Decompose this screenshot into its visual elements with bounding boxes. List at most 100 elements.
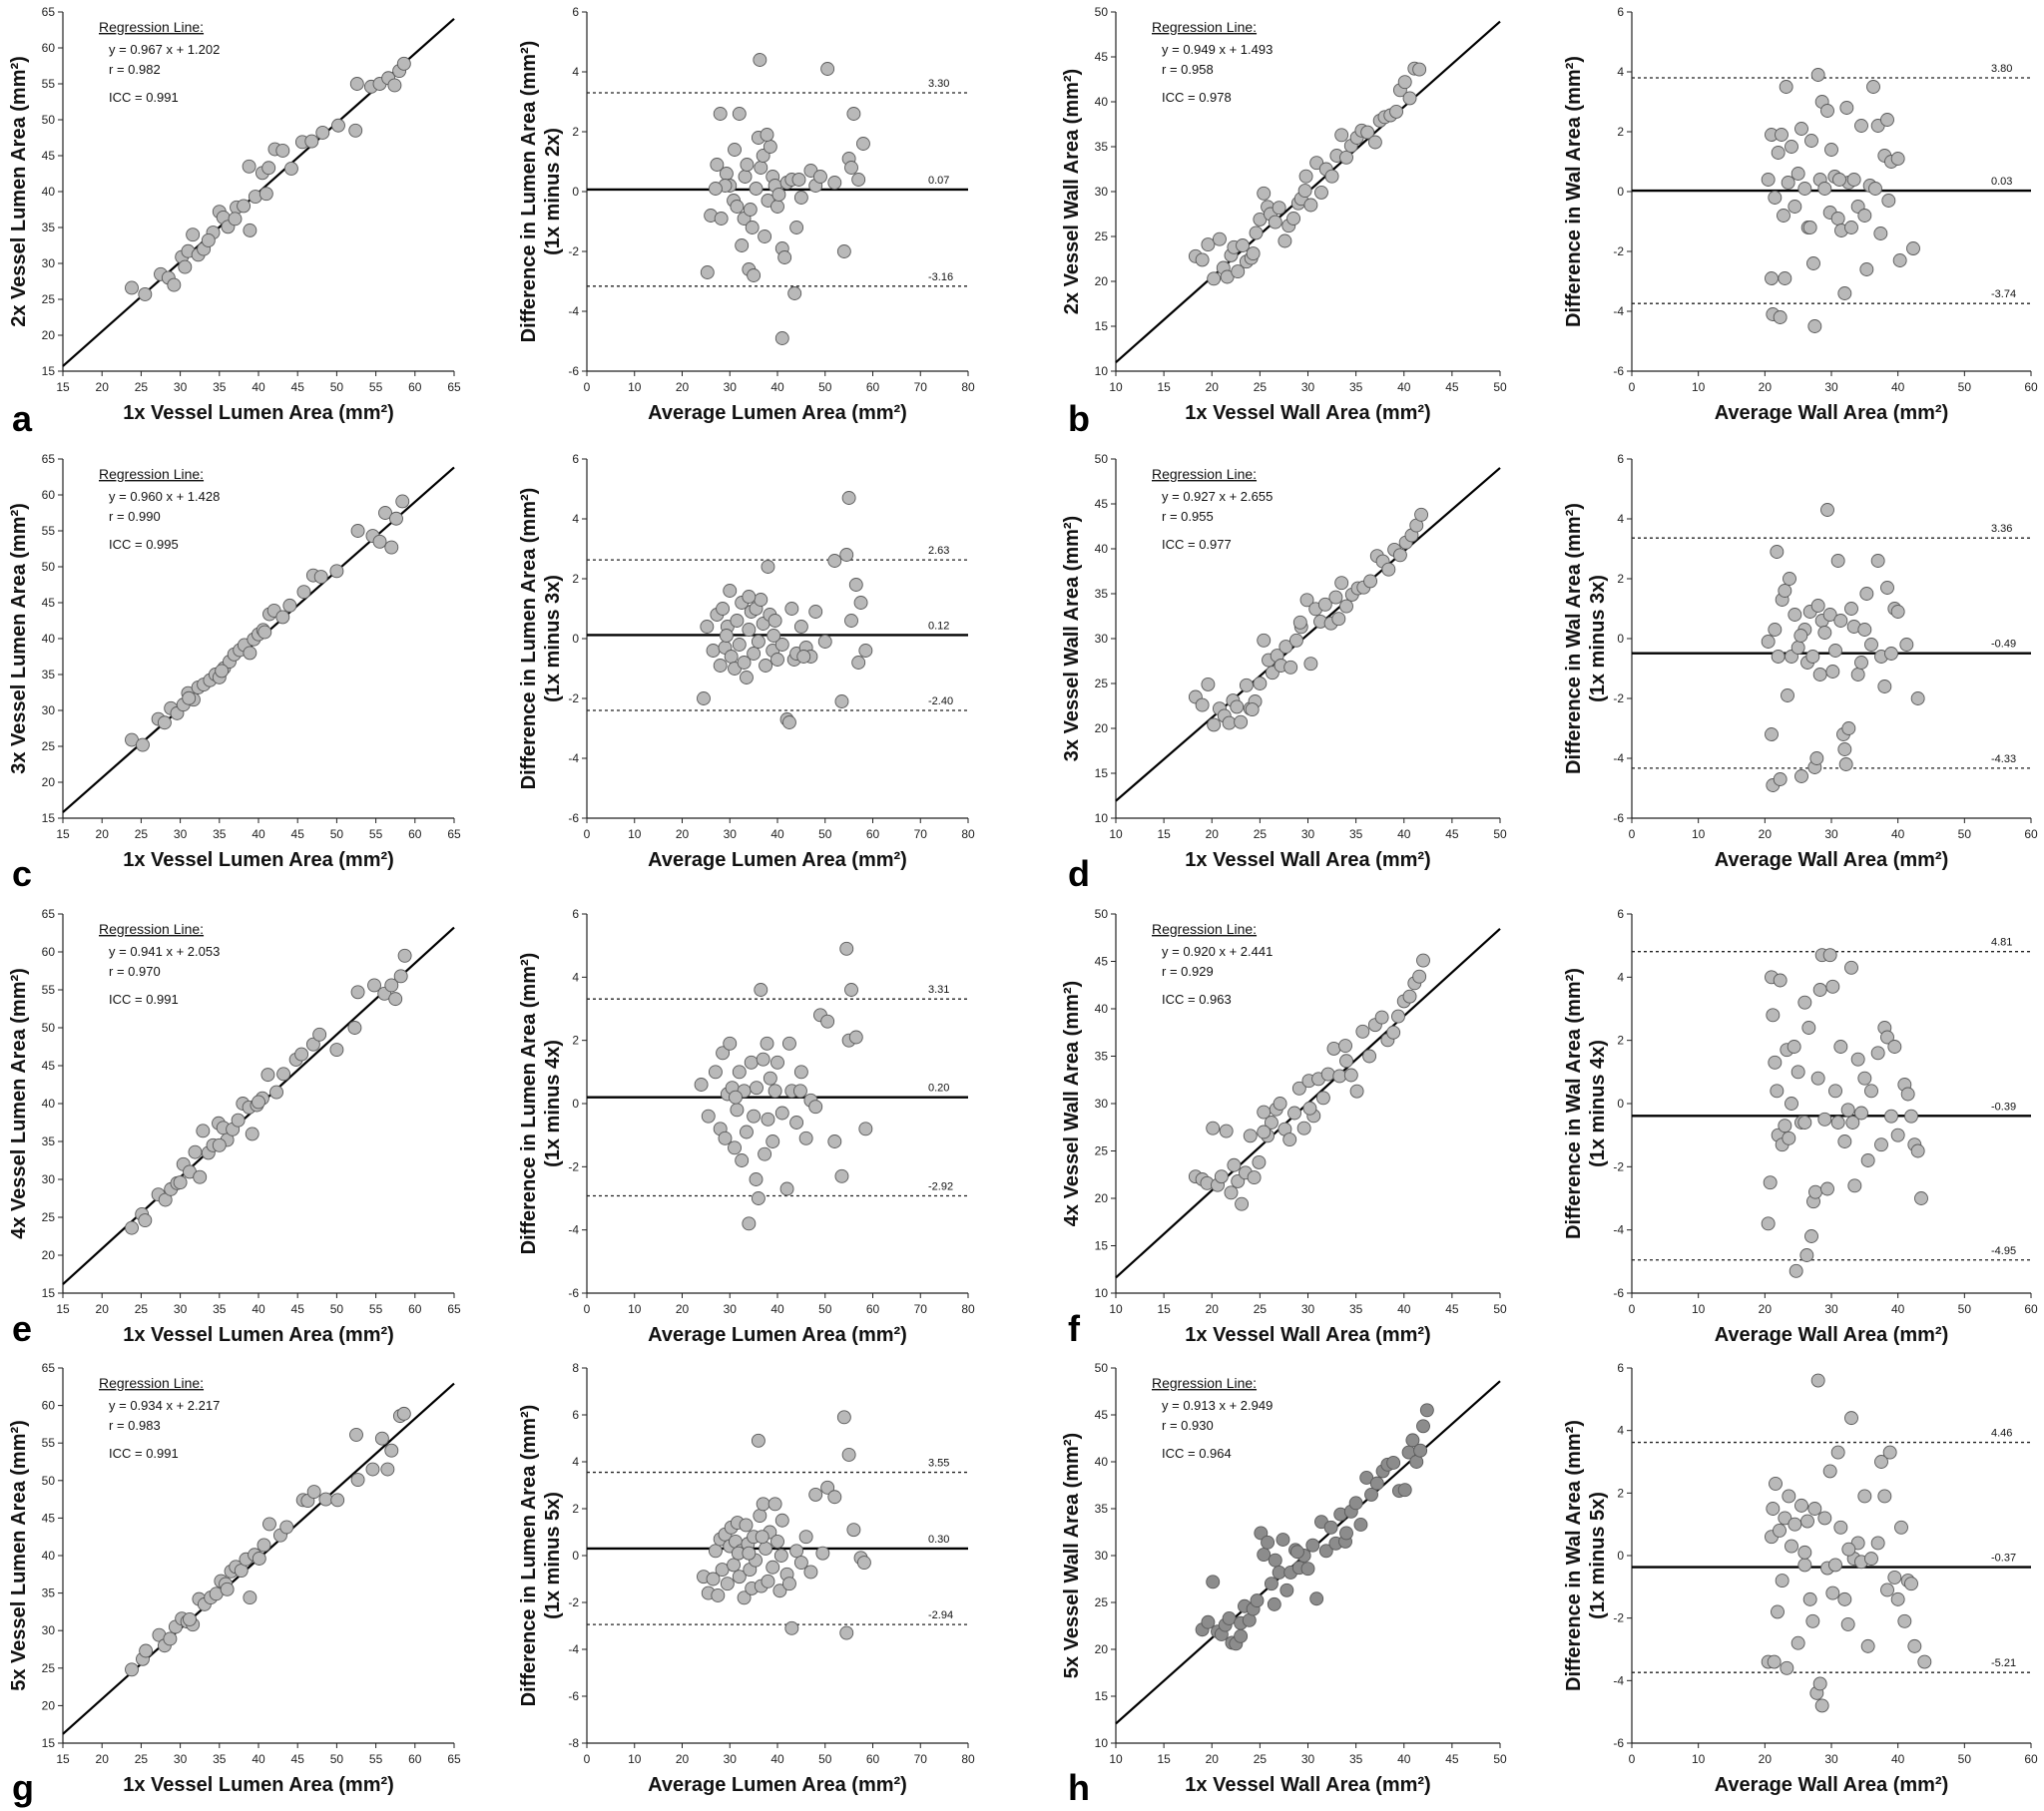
data-point xyxy=(1767,1654,1782,1669)
data-point xyxy=(258,187,273,202)
x-tick-label: 50 xyxy=(1958,1752,1972,1766)
data-point xyxy=(827,176,842,190)
data-point xyxy=(1246,246,1261,261)
y-axis-title: (1x minus 4x) xyxy=(1587,1040,1609,1167)
data-point xyxy=(846,107,861,121)
data-point xyxy=(182,690,197,705)
data-point xyxy=(1850,668,1865,681)
y-axis-title: Difference in Lumen Area (mm²) xyxy=(518,953,540,1255)
x-axis-title: Average Lumen Area (mm²) xyxy=(648,402,907,424)
y-tick-label: 35 xyxy=(1095,587,1109,601)
y-tick-label: 40 xyxy=(1095,1455,1109,1469)
data-point xyxy=(1854,119,1868,133)
y-tick-label: 25 xyxy=(1095,1144,1109,1158)
data-point xyxy=(1222,1611,1237,1625)
data-point xyxy=(220,1582,235,1596)
data-point xyxy=(742,623,757,637)
data-point xyxy=(1877,679,1892,693)
upper-label: 4.46 xyxy=(1991,1428,2012,1440)
lower-label: -2.40 xyxy=(928,695,953,707)
data-point xyxy=(1231,264,1246,279)
data-point xyxy=(1234,1628,1249,1643)
data-point xyxy=(1830,212,1845,226)
data-point xyxy=(183,1611,197,1626)
data-point xyxy=(1828,644,1842,658)
data-point xyxy=(1785,1097,1798,1111)
data-point xyxy=(1261,1535,1276,1550)
x-tick-label: 40 xyxy=(770,1302,784,1316)
x-axis-title: Average Wall Area (mm²) xyxy=(1715,402,1949,424)
data-point xyxy=(749,1172,764,1186)
data-point xyxy=(1317,597,1332,612)
data-point xyxy=(760,1036,774,1051)
data-point xyxy=(157,715,172,730)
data-point xyxy=(1870,1046,1885,1061)
data-point xyxy=(1765,727,1779,741)
data-point xyxy=(1812,983,1827,997)
y-tick-label: 20 xyxy=(42,328,56,342)
data-point xyxy=(844,614,858,628)
data-point xyxy=(243,1590,257,1605)
x-tick-label: 10 xyxy=(1109,1752,1123,1766)
y-tick-label: -4 xyxy=(1613,1673,1624,1687)
data-point xyxy=(844,983,858,997)
data-point xyxy=(348,123,363,138)
x-tick-label: 45 xyxy=(291,827,305,841)
data-point xyxy=(1252,1154,1267,1169)
data-point xyxy=(836,244,851,258)
data-point xyxy=(1857,1071,1872,1086)
y-tick-label: 4 xyxy=(572,1455,579,1469)
x-tick-label: 35 xyxy=(1349,1302,1363,1316)
panel-letter-c: c xyxy=(12,853,32,894)
data-point xyxy=(732,107,747,121)
data-point xyxy=(252,1095,265,1110)
y-tick-label: 60 xyxy=(42,945,56,959)
data-point xyxy=(387,78,402,93)
data-point xyxy=(1359,1471,1374,1485)
data-point xyxy=(1910,691,1925,705)
data-point xyxy=(1272,201,1286,216)
x-tick-label: 50 xyxy=(818,1302,832,1316)
chart-panel-3: 10 15 20 25 30 35 40 45 50 10 15 20 25 30 35 40 45 50 1x V… xyxy=(1061,5,1507,424)
chart-panel-6: 0 10 20 30 40 50 60 70 80 -6 -4 -2 0 2 4 6 Average Lumen… xyxy=(518,452,975,871)
y-tick-label: 30 xyxy=(1095,632,1109,646)
data-point xyxy=(1257,1125,1272,1139)
data-point xyxy=(1794,122,1808,136)
data-point xyxy=(711,1587,726,1602)
data-point xyxy=(1775,1574,1789,1588)
regression-equation: y = 0.913 x + 2.949 xyxy=(1162,1398,1273,1413)
data-point xyxy=(1323,1520,1338,1535)
x-tick-label: 30 xyxy=(724,380,738,394)
data-point xyxy=(136,737,150,752)
data-point xyxy=(396,56,411,71)
data-point xyxy=(125,280,139,295)
data-point xyxy=(276,1067,291,1082)
data-point xyxy=(1276,1533,1290,1547)
x-tick-label: 50 xyxy=(330,1752,344,1766)
x-tick-label: 20 xyxy=(1206,827,1220,841)
x-tick-label: 45 xyxy=(291,1752,305,1766)
x-tick-label: 20 xyxy=(676,1752,690,1766)
data-point xyxy=(1291,1081,1306,1096)
data-point xyxy=(1900,1087,1915,1102)
y-tick-label: 0 xyxy=(1617,632,1624,646)
data-point xyxy=(1782,1489,1796,1504)
y-tick-label: 6 xyxy=(1617,1361,1624,1375)
x-tick-label: 60 xyxy=(2024,1752,2038,1766)
data-point xyxy=(771,188,786,202)
data-point xyxy=(766,629,781,643)
y-tick-label: 15 xyxy=(1095,766,1109,780)
y-tick-label: 35 xyxy=(1095,1050,1109,1064)
x-tick-label: 25 xyxy=(1254,1302,1268,1316)
x-tick-label: 40 xyxy=(252,1302,265,1316)
data-point xyxy=(784,1620,799,1635)
data-point xyxy=(1797,1545,1812,1560)
data-point xyxy=(732,1570,747,1585)
y-tick-label: 4 xyxy=(572,970,579,984)
data-point xyxy=(1278,233,1292,248)
x-tick-label: 45 xyxy=(291,1302,305,1316)
data-point xyxy=(1212,231,1227,246)
data-point xyxy=(774,638,789,652)
panel-letter-d: d xyxy=(1068,853,1090,894)
y-tick-label: 65 xyxy=(42,907,56,921)
